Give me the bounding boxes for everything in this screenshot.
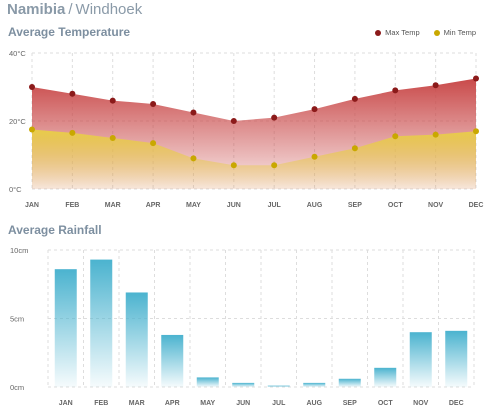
temp-xtick-label: JUN [227, 202, 241, 209]
legend-label-min: Min Temp [443, 28, 476, 37]
temp-xtick-label: SEP [348, 202, 362, 209]
max-temp-point [230, 118, 237, 124]
temp-xtick-label: APR [146, 202, 161, 209]
max-temp-point [150, 101, 157, 107]
min-temp-point [230, 162, 237, 169]
rainfall-bar [196, 377, 219, 387]
city-name: Windhoek [75, 1, 143, 18]
min-temp-point [69, 129, 76, 136]
max-temp-point [190, 109, 197, 116]
min-temp-point [271, 162, 278, 169]
max-temp-point [432, 82, 439, 89]
rain-xtick-label: MAY [200, 400, 215, 407]
legend-item-min[interactable]: Min Temp [433, 28, 476, 37]
page-header: Namibia / Windhoek [7, 1, 142, 18]
legend-marker-max [375, 29, 382, 36]
temp-xtick-label: JAN [25, 202, 39, 209]
min-temp-point [150, 140, 157, 147]
rainfall-bar [445, 330, 468, 387]
temp-ytick-label: 20°C [9, 117, 26, 126]
rainfall-bar [267, 385, 290, 387]
rainfall-bar [303, 382, 326, 387]
rain-ytick-label: 0cm [10, 383, 24, 392]
rain-xtick-label: AUG [306, 400, 322, 407]
min-temp-point [109, 135, 116, 141]
min-temp-point [190, 155, 197, 162]
max-temp-point [351, 95, 358, 102]
rainfall-bar [338, 378, 361, 387]
rain-xtick-label: JUL [272, 400, 286, 407]
rain-xtick-label: JAN [59, 400, 73, 407]
temp-xtick-label: MAR [105, 202, 121, 209]
rainfall-bar [161, 334, 184, 387]
min-temp-area [32, 129, 476, 189]
max-temp-point [392, 87, 399, 94]
min-temp-point [29, 126, 35, 133]
temperature-title: Average Temperature [8, 25, 131, 39]
country-name: Namibia [7, 1, 66, 18]
rain-xtick-label: FEB [94, 400, 108, 407]
rainfall-bar [90, 259, 113, 387]
temp-xtick-label: NOV [428, 202, 444, 209]
rainfall-title: Average Rainfall [8, 223, 102, 237]
max-temp-point [109, 97, 116, 104]
rainfall-bar [374, 367, 397, 387]
temp-xtick-label: OCT [388, 202, 404, 209]
legend-marker-min [433, 29, 440, 36]
temp-ytick-label: 0°C [9, 185, 22, 194]
rain-xtick-label: OCT [378, 400, 394, 407]
rain-xtick-label: SEP [343, 400, 357, 407]
rain-xtick-label: JUN [236, 400, 250, 407]
temperature-legend: Max Temp Min Temp [375, 28, 476, 37]
min-temp-point [311, 153, 318, 160]
temperature-chart: 0°C 20°C 40°C JAN FEB MAR APR MAY JUN JUL AUG SEP OC… [9, 49, 484, 209]
min-temp-point [351, 145, 358, 152]
rainfall-bar [125, 292, 148, 387]
max-temp-point [29, 84, 35, 90]
header-separator: / [68, 1, 73, 18]
rainfall-bar [54, 269, 77, 387]
temp-xtick-label: AUG [307, 202, 323, 209]
max-temp-point [473, 75, 479, 82]
temp-xtick-label: JUL [268, 202, 282, 209]
temp-xtick-label: DEC [469, 202, 484, 209]
rain-xtick-label: APR [165, 400, 180, 407]
rain-xtick-label: NOV [413, 400, 429, 407]
rainfall-bar [409, 332, 432, 387]
rain-xtick-label: DEC [449, 400, 464, 407]
legend-item-max[interactable]: Max Temp [375, 28, 420, 37]
min-temp-point [392, 133, 399, 140]
max-temp-point [271, 114, 278, 121]
temp-xtick-label: MAY [186, 202, 201, 209]
max-temp-point [311, 106, 318, 113]
rain-ytick-label: 5cm [10, 315, 24, 324]
temp-xtick-label: FEB [65, 202, 79, 209]
min-temp-point [473, 128, 479, 135]
min-temp-point [432, 131, 439, 138]
rain-ytick-label: 10cm [10, 246, 28, 255]
max-temp-point [69, 90, 76, 97]
temp-ytick-label: 40°C [9, 49, 26, 58]
rainfall-bar [232, 382, 255, 387]
legend-label-max: Max Temp [385, 28, 420, 37]
rain-xtick-label: MAR [129, 400, 145, 407]
